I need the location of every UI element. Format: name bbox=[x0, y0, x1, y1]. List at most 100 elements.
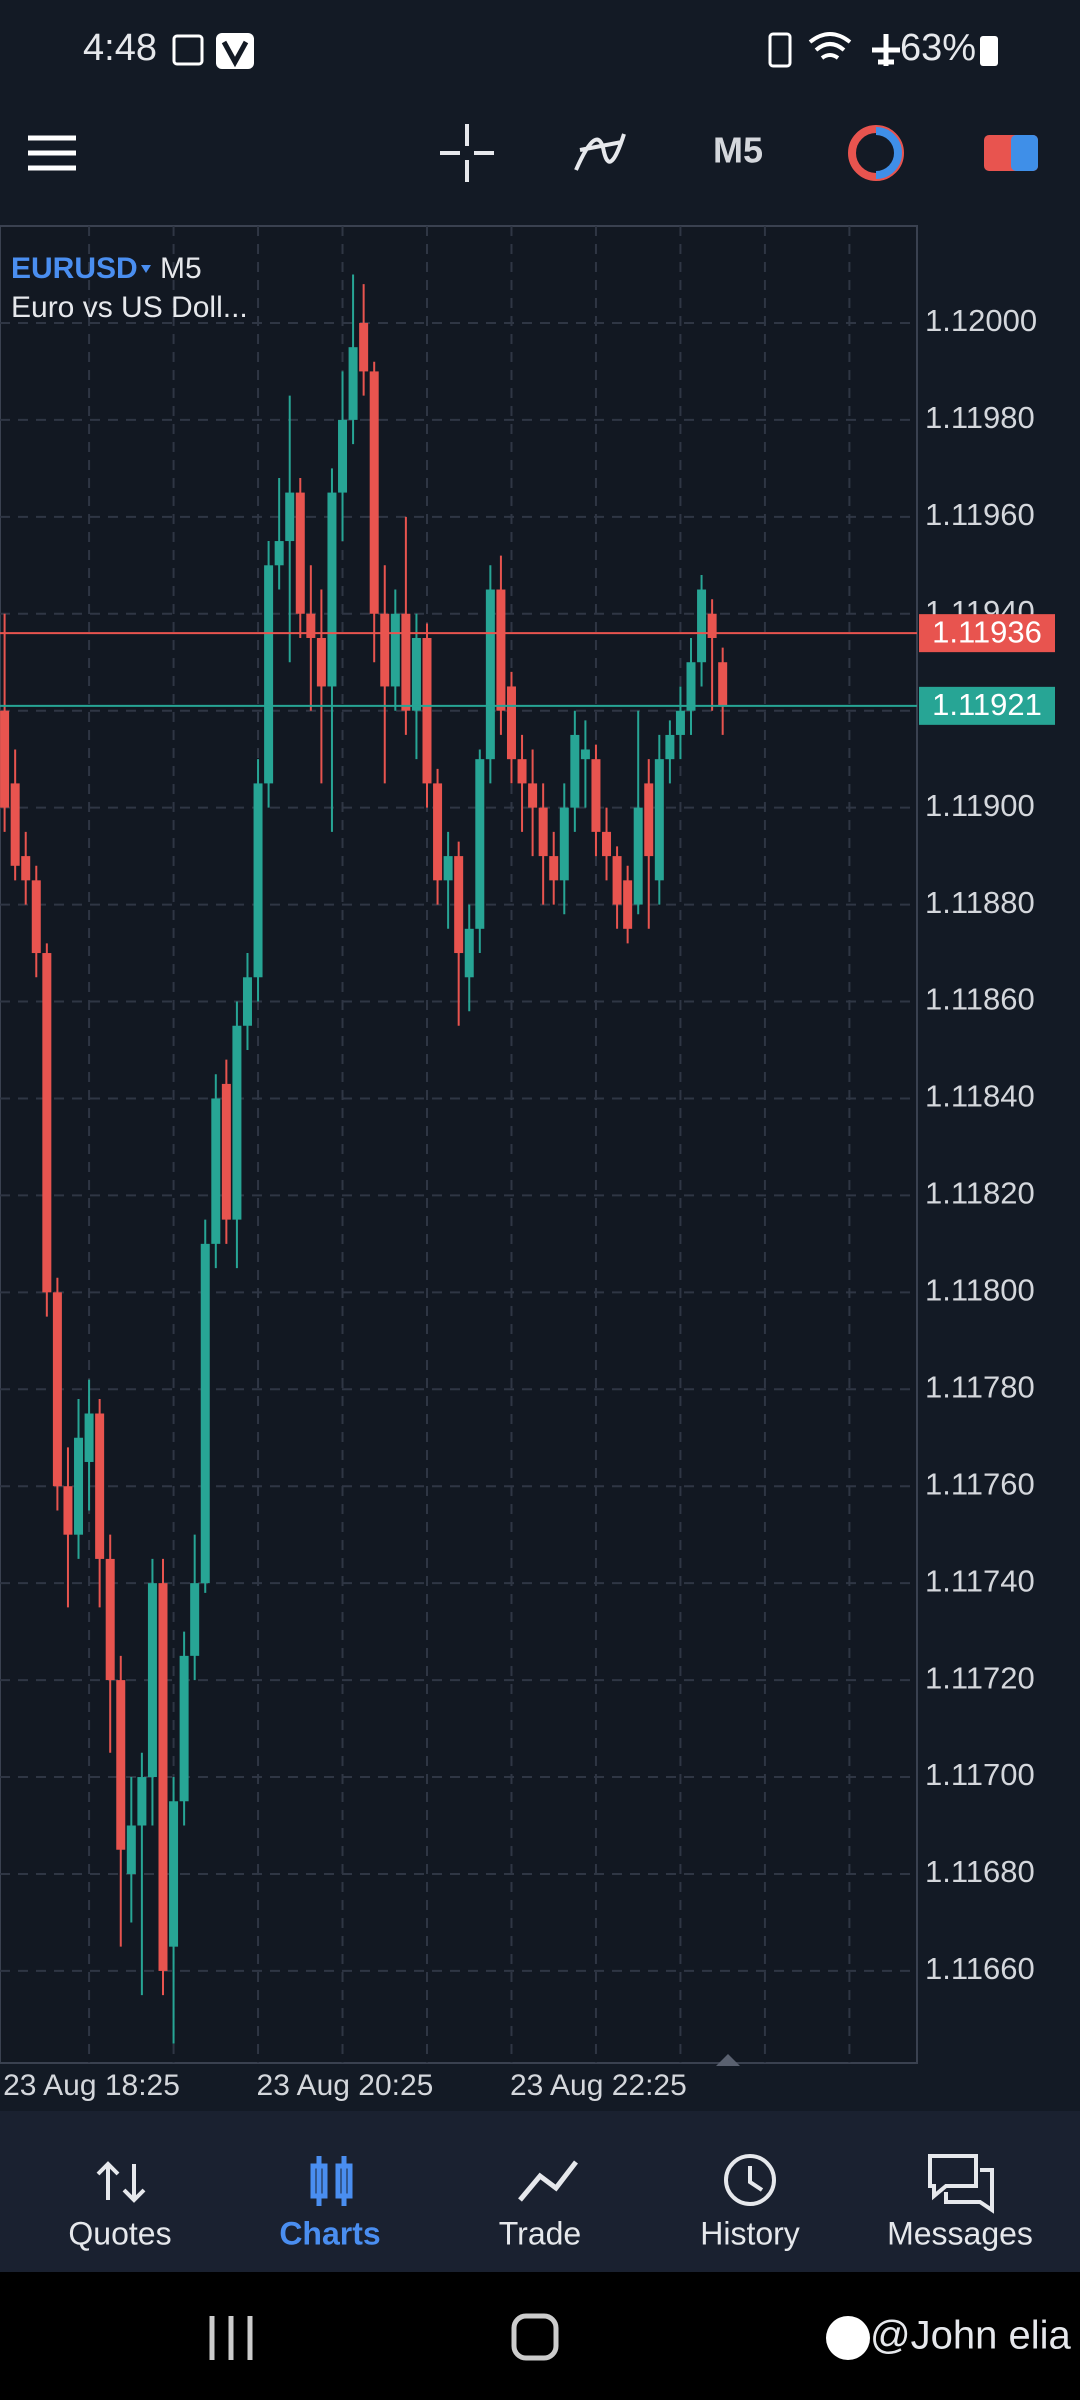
candle-body bbox=[232, 1025, 242, 1220]
x-tick-label: 23 Aug 18:25 bbox=[3, 2069, 180, 2102]
candle-body bbox=[158, 1583, 168, 1971]
candle-body bbox=[718, 662, 728, 706]
candle-body bbox=[285, 492, 295, 542]
crosshair-button[interactable] bbox=[440, 124, 494, 182]
candle-body bbox=[422, 637, 432, 784]
candle-body bbox=[538, 807, 548, 857]
candle-body bbox=[697, 589, 707, 663]
nav-tab[interactable]: Trade bbox=[499, 2215, 581, 2251]
candle-body bbox=[274, 541, 284, 566]
candle-body bbox=[84, 1413, 94, 1462]
y-tick-label: 1.11660 bbox=[925, 1951, 1035, 1986]
candle-body bbox=[654, 759, 664, 881]
y-tick-label: 1.11700 bbox=[925, 1757, 1035, 1792]
candle-body bbox=[580, 749, 590, 760]
y-tick-label: 1.11820 bbox=[925, 1176, 1035, 1211]
history-icon bbox=[724, 2154, 776, 2206]
gallery-icon bbox=[172, 34, 204, 66]
candle-body bbox=[348, 347, 358, 420]
symbol[interactable]: EURUSD bbox=[11, 252, 138, 285]
candle-body bbox=[63, 1486, 73, 1535]
nav-tab[interactable]: Quotes bbox=[68, 2215, 171, 2251]
candle-body bbox=[316, 637, 326, 687]
candle-body bbox=[116, 1680, 126, 1850]
candle-body bbox=[338, 419, 348, 493]
timeframe-button[interactable]: M5 bbox=[713, 130, 763, 171]
candle-body bbox=[105, 1558, 115, 1681]
candle-body bbox=[612, 856, 622, 905]
candle-body bbox=[0, 710, 10, 808]
candle-body bbox=[221, 1083, 231, 1220]
candle-body bbox=[517, 759, 527, 784]
y-tick-label: 1.11960 bbox=[925, 497, 1035, 532]
airplane-icon bbox=[872, 34, 900, 66]
symbol-dropdown bbox=[141, 265, 151, 273]
candle-body bbox=[200, 1243, 210, 1584]
candle-body bbox=[665, 734, 675, 760]
y-tick-label: 1.11880 bbox=[925, 885, 1035, 920]
nav-tab[interactable]: Messages bbox=[887, 2215, 1033, 2251]
x-tick-label: 23 Aug 20:25 bbox=[257, 2069, 434, 2102]
y-tick-label: 1.11860 bbox=[925, 982, 1035, 1017]
candle-body bbox=[327, 492, 337, 687]
y-tick-label: 1.11760 bbox=[925, 1466, 1035, 1501]
saver-icon bbox=[768, 32, 792, 68]
ask-label: 1.11936 bbox=[932, 614, 1042, 649]
y-tick-label: 1.11980 bbox=[925, 400, 1035, 435]
candle-body bbox=[42, 953, 52, 1293]
nav-tab[interactable]: History bbox=[700, 2215, 800, 2251]
candle-body bbox=[306, 613, 316, 638]
scroll-marker bbox=[716, 2054, 740, 2066]
candle-body bbox=[506, 686, 516, 760]
y-tick-label: 1.11780 bbox=[925, 1369, 1035, 1404]
candle-body bbox=[528, 783, 538, 808]
ask-label-bg bbox=[919, 614, 1055, 653]
clock-button-half bbox=[875, 127, 902, 179]
home-button[interactable] bbox=[511, 2313, 559, 2361]
candle-body bbox=[633, 807, 643, 905]
bid-label-bg bbox=[919, 686, 1055, 725]
menu-button[interactable] bbox=[28, 135, 76, 171]
battery-icon bbox=[980, 36, 998, 66]
candle-body bbox=[211, 1098, 221, 1244]
candle-body bbox=[686, 662, 696, 711]
candle-body bbox=[21, 856, 31, 881]
y-tick-label: 1.12000 bbox=[925, 303, 1037, 338]
candle-body bbox=[190, 1583, 200, 1656]
candle-body bbox=[433, 783, 443, 881]
indicators-button[interactable] bbox=[574, 133, 626, 171]
candle-body bbox=[443, 856, 453, 881]
candle-body bbox=[675, 710, 685, 735]
system-bar bbox=[0, 2272, 1080, 2400]
candle-body bbox=[52, 1292, 62, 1487]
candle-body bbox=[137, 1777, 147, 1826]
candle-body bbox=[10, 783, 20, 866]
recents-button[interactable] bbox=[209, 2316, 253, 2360]
y-tick-label: 1.11800 bbox=[925, 1273, 1035, 1308]
candle-body bbox=[475, 759, 485, 929]
candle-body bbox=[95, 1413, 105, 1559]
trade-icon bbox=[518, 2160, 578, 2202]
candle-body bbox=[485, 589, 495, 760]
candle-body bbox=[359, 322, 369, 372]
candle-body bbox=[295, 492, 305, 614]
y-tick-label: 1.11740 bbox=[925, 1563, 1035, 1598]
candle-body bbox=[126, 1825, 136, 1874]
candle-body bbox=[74, 1437, 84, 1535]
candle-body bbox=[496, 589, 506, 711]
wifi-icon bbox=[808, 32, 852, 60]
history-hands bbox=[748, 2166, 764, 2192]
y-tick-label: 1.11840 bbox=[925, 1079, 1035, 1114]
candle-body bbox=[602, 831, 612, 857]
candle-body bbox=[549, 856, 559, 881]
app-icon-v bbox=[221, 40, 249, 68]
candle-body bbox=[390, 613, 400, 687]
candle-body bbox=[31, 880, 41, 954]
candle-body bbox=[591, 759, 601, 832]
nav-tab[interactable]: Charts bbox=[279, 2215, 380, 2251]
symbol-description: Euro vs US Doll... bbox=[11, 291, 248, 324]
messages-icon bbox=[928, 2154, 994, 2214]
trade-button-half bbox=[1011, 135, 1038, 171]
candle-body bbox=[559, 807, 569, 881]
